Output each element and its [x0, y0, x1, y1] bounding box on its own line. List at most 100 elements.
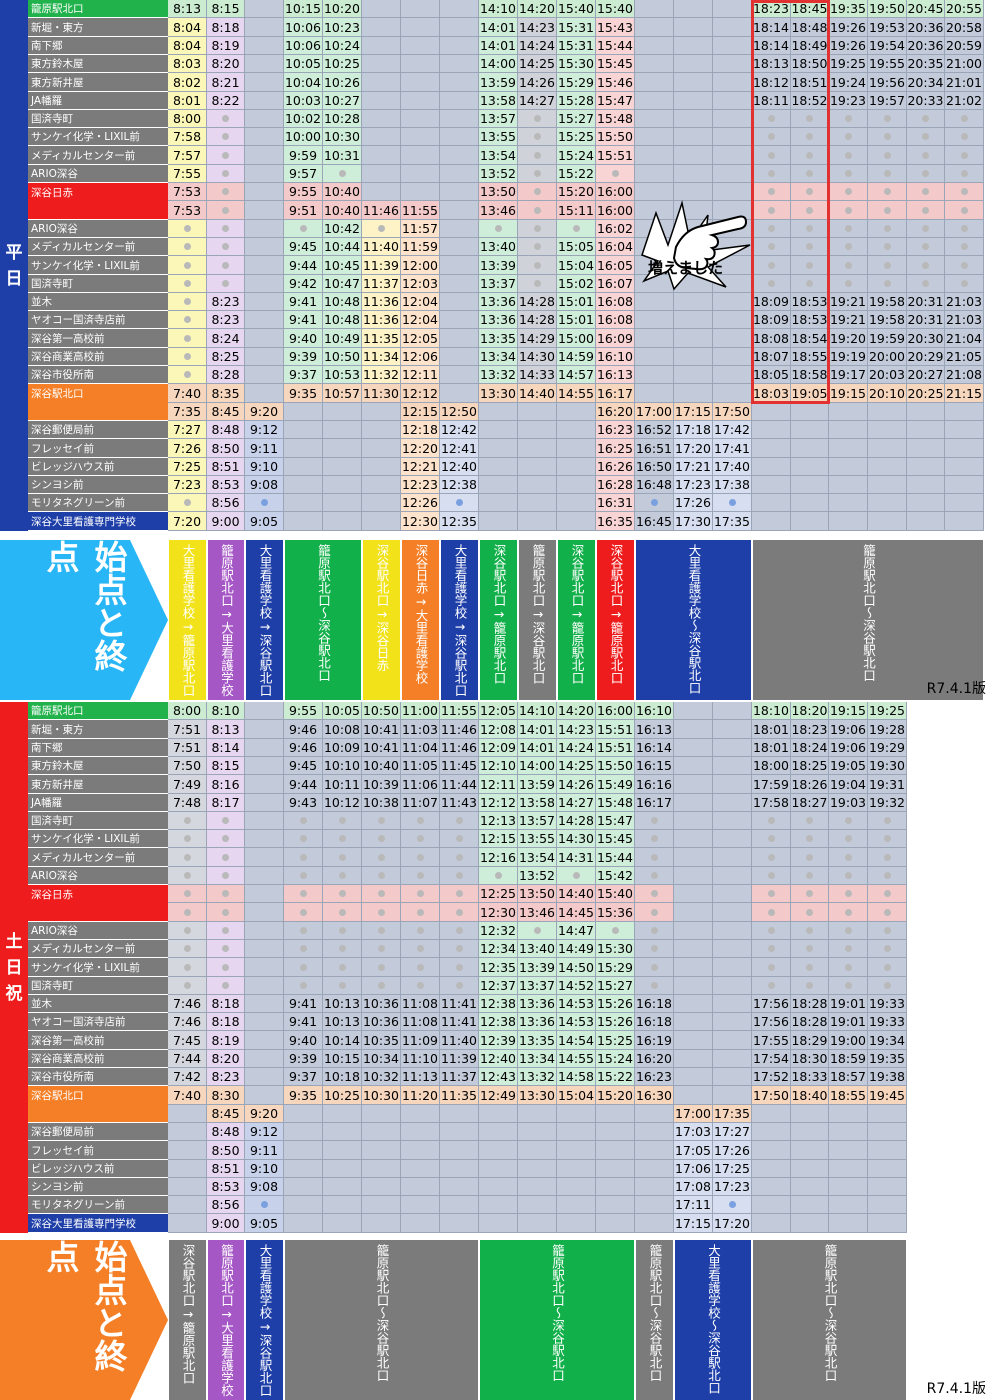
stop-name: ビレッジハウス前: [28, 1160, 168, 1178]
time-cell: [713, 885, 752, 903]
time-cell: 10:30: [362, 1086, 401, 1105]
pass-dot-icon: [883, 890, 891, 897]
time-cell: 17:50: [713, 403, 752, 421]
pass-dot-icon: [222, 225, 229, 232]
time-cell: 10:03: [284, 92, 323, 110]
pass-dot-icon: [183, 225, 191, 232]
time-cell: [440, 384, 479, 403]
time-cell: [674, 903, 713, 922]
time-cell: 19:58: [868, 293, 907, 311]
time-cell: 19:23: [829, 92, 868, 110]
pass-dot-icon: [533, 133, 541, 140]
time-cell: 18:09: [752, 293, 791, 311]
time-cell: [713, 739, 752, 757]
time-cell: 15:26: [596, 1013, 635, 1031]
time-cell: 9:12: [245, 1123, 284, 1141]
time-cell: [245, 165, 284, 183]
time-cell: 11:44: [440, 775, 479, 794]
pass-dot-icon: [222, 261, 229, 269]
time-cell: 17:35: [713, 512, 752, 531]
time-cell: [401, 1160, 440, 1178]
time-cell: 10:25: [323, 55, 362, 73]
time-cell: [440, 201, 479, 220]
time-cell: [868, 885, 907, 903]
time-cell: 18:26: [791, 775, 829, 794]
stop-name: ビレッジハウス前: [28, 458, 168, 476]
time-cell: [945, 439, 984, 458]
pass-dot-icon: [767, 963, 775, 971]
time-cell: [440, 867, 479, 885]
time-cell: 15:01: [557, 311, 596, 329]
pass-dot-icon: [806, 206, 813, 214]
time-cell: 10:35: [362, 1031, 401, 1050]
time-cell: 15:31: [557, 37, 596, 55]
time-cell: 18:11: [752, 92, 791, 110]
time-cell: [791, 922, 829, 940]
pass-dot-icon: [533, 225, 541, 232]
stop-name: 深谷市役所南: [28, 366, 168, 384]
pass-dot-icon: [960, 225, 968, 232]
pass-dot-icon: [922, 225, 929, 232]
pass-dot-icon: [844, 133, 852, 140]
time-cell: [362, 1141, 401, 1160]
route-tab-label: 籠原駅北口→深谷駅北口: [530, 544, 546, 684]
pass-dot-icon: [960, 188, 968, 195]
time-cell: [674, 922, 713, 940]
time-cell: 14:10: [479, 0, 518, 18]
route-tab: 大里看護学校〜深谷駅北口: [636, 540, 751, 700]
time-cell: 12:37: [479, 977, 518, 995]
time-cell: [440, 220, 479, 238]
time-cell: [674, 92, 713, 110]
time-cell: 17:35: [713, 1105, 752, 1123]
time-cell: [713, 1050, 752, 1068]
time-cell: 14:55: [557, 384, 596, 403]
pass-dot-icon: [883, 853, 891, 861]
time-cell: 15:50: [596, 757, 635, 775]
time-cell: [635, 812, 674, 830]
time-cell: [207, 940, 245, 958]
pass-dot-icon: [377, 872, 385, 879]
time-cell: 12:32: [479, 922, 518, 940]
time-cell: [791, 458, 829, 476]
time-cell: [868, 940, 907, 958]
time-cell: [440, 55, 479, 73]
time-cell: [440, 293, 479, 311]
pass-dot-icon: [728, 499, 736, 506]
pass-dot-icon: [883, 115, 891, 122]
stop-name: 籠原駅北口: [28, 0, 168, 18]
time-cell: 15:51: [596, 739, 635, 757]
time-cell: [713, 757, 752, 775]
time-cell: 17:00: [674, 1105, 713, 1123]
time-cell: 13:39: [479, 256, 518, 275]
time-cell: [245, 256, 284, 275]
time-cell: [674, 1050, 713, 1068]
stop-name: 深谷郵便局前: [28, 1123, 168, 1141]
time-cell: 16:07: [596, 275, 635, 293]
time-cell: [362, 403, 401, 421]
time-cell: 19:31: [868, 775, 907, 794]
time-cell: [284, 494, 323, 512]
time-cell: [323, 977, 362, 995]
time-cell: 12:50: [440, 403, 479, 421]
time-cell: 12:21: [401, 458, 440, 476]
time-cell: [907, 110, 945, 128]
time-cell: [829, 1214, 868, 1233]
stop-name: ヤオコー国済寺店前: [28, 311, 168, 329]
time-cell: 16:05: [596, 256, 635, 275]
route-tab-label: 大里看護学校→籠原駅北口: [180, 544, 196, 697]
time-cell: [635, 885, 674, 903]
time-cell: 11:46: [362, 201, 401, 220]
time-cell: 17:55: [752, 1031, 791, 1050]
time-cell: 19:55: [868, 55, 907, 73]
time-cell: 10:38: [362, 794, 401, 812]
time-cell: [907, 146, 945, 165]
time-cell: [868, 110, 907, 128]
time-cell: [401, 55, 440, 73]
time-cell: [479, 512, 518, 531]
time-cell: 19:45: [868, 1086, 907, 1105]
time-cell: 16:14: [635, 739, 674, 757]
time-cell: 11:41: [440, 995, 479, 1013]
time-cell: 20:29: [907, 348, 945, 366]
time-cell: 16:16: [635, 775, 674, 794]
time-cell: [440, 275, 479, 293]
